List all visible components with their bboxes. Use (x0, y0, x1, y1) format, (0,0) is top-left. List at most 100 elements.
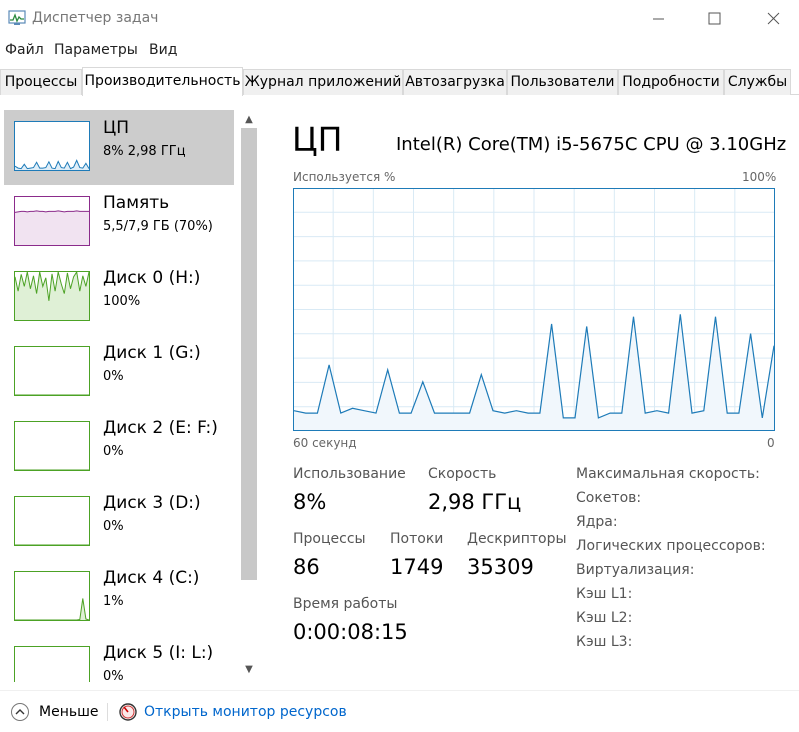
uptime-value: 0:00:08:15 (293, 620, 408, 644)
chart-x-end-label: 0 (767, 436, 775, 450)
processes-label: Процессы (293, 531, 366, 547)
sidebar-item-label: ЦП (103, 118, 129, 138)
cache-l2-label: Кэш L2: (576, 610, 633, 626)
chart-x-label: 60 секунд (293, 436, 357, 450)
tab-startup[interactable]: Автозагрузка (403, 69, 507, 95)
chevron-up-icon[interactable] (10, 702, 30, 722)
scroll-up-icon[interactable]: ▲ (245, 114, 253, 125)
menu-view[interactable]: Вид (149, 42, 178, 58)
tab-users[interactable]: Пользователи (507, 69, 618, 95)
sidebar-item-value: 1% (103, 594, 124, 609)
thumb-line (14, 159, 90, 170)
disk-thumbnail-graph (14, 496, 90, 546)
sidebar-item-value: 0% (103, 444, 124, 459)
sidebar-item-value: 0% (103, 669, 124, 682)
sidebar-item-disk-0[interactable]: Диск 0 (H:) 100% (4, 260, 234, 335)
thumb-frame (14, 646, 90, 682)
handles-value: 35309 (467, 555, 534, 579)
tab-performance[interactable]: Производительность (82, 67, 243, 96)
sidebar-item-cpu[interactable]: ЦП 8% 2,98 ГГц (4, 110, 234, 185)
usage-value: 8% (293, 490, 327, 514)
menu-file[interactable]: Файл (5, 42, 44, 58)
tab-bar: Процессы Производительность Журнал прило… (0, 67, 799, 96)
cores-label: Ядра: (576, 514, 618, 530)
page-title: ЦП (292, 120, 343, 159)
tab-details[interactable]: Подробности (618, 69, 724, 95)
cpu-detail-panel: ЦП Intel(R) Core(TM) i5-5675C CPU @ 3.10… (262, 102, 799, 682)
cache-l3-label: Кэш L3: (576, 634, 633, 650)
resource-monitor-icon (119, 703, 137, 721)
sidebar-item-disk-5[interactable]: Диск 5 (I: L:) 0% (4, 635, 234, 682)
memory-thumbnail-graph (14, 196, 90, 246)
threads-label: Потоки (390, 531, 444, 547)
cpu-usage-chart (293, 188, 775, 431)
minimize-icon (653, 18, 664, 20)
tab-services[interactable]: Службы (724, 69, 791, 95)
disk-thumbnail-graph (14, 646, 90, 682)
threads-value: 1749 (390, 555, 444, 579)
thumb-frame (14, 346, 90, 396)
sidebar-item-disk-2[interactable]: Диск 2 (E: F:) 0% (4, 410, 234, 485)
task-manager-icon (8, 10, 26, 25)
thumb-frame (14, 571, 90, 621)
scroll-thumb[interactable] (241, 128, 257, 580)
max-speed-label: Максимальная скорость: (576, 466, 760, 482)
open-resource-monitor-link[interactable]: Открыть монитор ресурсов (144, 704, 347, 720)
fewer-details-button[interactable]: Меньше (39, 704, 99, 720)
cpu-usage-area (294, 314, 774, 430)
sidebar-item-value: 5,5/7,9 ГБ (70%) (103, 219, 213, 234)
sockets-label: Сокетов: (576, 490, 642, 506)
sidebar-item-label: Диск 4 (C:) (103, 568, 200, 588)
sidebar-item-value: 100% (103, 294, 141, 309)
thumb-area (15, 210, 89, 245)
footer-divider (107, 703, 108, 721)
usage-label: Использование (293, 466, 406, 482)
sidebar-scrollbar[interactable]: ▲ ▼ (239, 102, 259, 682)
close-icon (767, 12, 780, 25)
disk-thumbnail-graph (14, 271, 90, 321)
uptime-label: Время работы (293, 596, 398, 612)
speed-label: Скорость (428, 466, 497, 482)
footer-bar: Меньше Открыть монитор ресурсов (0, 690, 799, 732)
sidebar-item-memory[interactable]: Память 5,5/7,9 ГБ (70%) (4, 185, 234, 260)
cpu-model-name: Intel(R) Core(TM) i5-5675C CPU @ 3.10GHz (396, 134, 787, 155)
speed-value: 2,98 ГГц (428, 490, 522, 514)
sidebar-item-label: Диск 3 (D:) (103, 493, 201, 513)
thumb-area (15, 272, 89, 320)
sidebar-item-label: Память (103, 193, 170, 213)
sidebar-item-value: 0% (103, 519, 124, 534)
thumb-line (15, 598, 90, 621)
disk-thumbnail-graph (14, 421, 90, 471)
maximize-icon (708, 12, 721, 25)
sidebar-item-disk-4[interactable]: Диск 4 (C:) 1% (4, 560, 234, 635)
scroll-down-icon[interactable]: ▼ (245, 664, 253, 675)
menu-bar: Файл Параметры Вид (0, 38, 799, 64)
tab-app-history[interactable]: Журнал приложений (243, 69, 403, 95)
maximize-button[interactable] (694, 6, 734, 32)
close-button[interactable] (753, 6, 793, 32)
thumb-line (14, 271, 90, 301)
logical-processors-label: Логических процессоров: (576, 538, 766, 554)
handles-label: Дескрипторы (467, 531, 567, 547)
title-bar: Диспетчер задач (0, 0, 799, 38)
cpu-thumbnail-graph (14, 121, 90, 171)
thumb-frame (14, 421, 90, 471)
sidebar-item-disk-1[interactable]: Диск 1 (G:) 0% (4, 335, 234, 410)
cache-l1-label: Кэш L1: (576, 586, 633, 602)
sidebar-item-label: Диск 5 (I: L:) (103, 643, 214, 663)
chart-y-max-label: 100% (742, 170, 777, 184)
disk-thumbnail-graph (14, 346, 90, 396)
window-title: Диспетчер задач (32, 10, 159, 26)
sidebar-item-value: 8% 2,98 ГГц (103, 144, 186, 159)
thumb-frame (14, 496, 90, 546)
processes-value: 86 (293, 555, 320, 579)
chart-y-label: Используется % (293, 170, 396, 184)
sidebar-item-disk-3[interactable]: Диск 3 (D:) 0% (4, 485, 234, 560)
minimize-button[interactable] (639, 6, 679, 32)
tab-processes[interactable]: Процессы (0, 69, 82, 95)
sidebar-item-label: Диск 1 (G:) (103, 343, 201, 363)
sidebar-item-value: 0% (103, 369, 124, 384)
sidebar-item-label: Диск 0 (H:) (103, 268, 201, 288)
menu-options[interactable]: Параметры (54, 42, 138, 58)
thumb-area (15, 598, 89, 620)
